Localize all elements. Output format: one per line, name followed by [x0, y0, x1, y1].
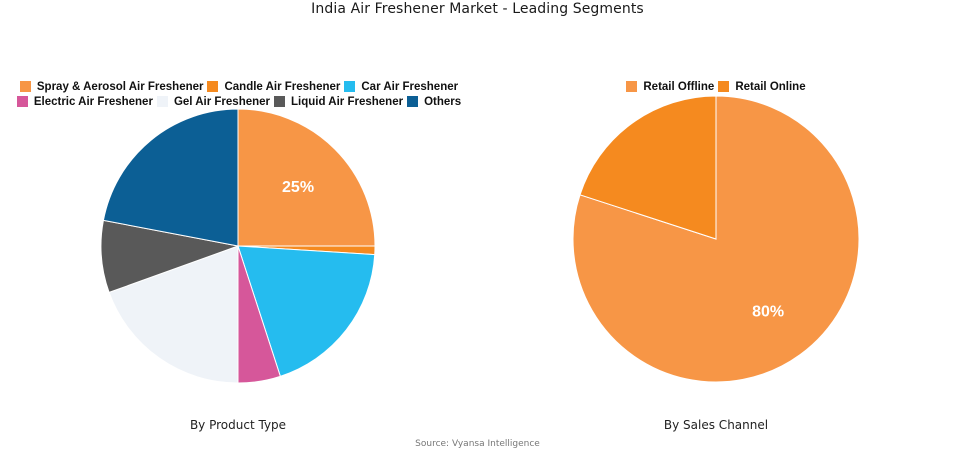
legend-label: Retail Online [735, 80, 806, 93]
legend-swatch [344, 81, 356, 92]
legend-swatch [19, 81, 31, 92]
legend-item-retail-offline[interactable]: Retail Offline [626, 81, 714, 93]
source-note: Source: Vyansa Intelligence [415, 439, 540, 449]
legend-swatch [16, 96, 28, 107]
legend-swatch [156, 96, 168, 107]
legend-label: Gel Air Freshener [173, 95, 271, 108]
pie-slice-spray-and-aerosol-air-freshener[interactable] [237, 108, 376, 247]
pie-slice-car-air-freshener[interactable] [237, 245, 376, 377]
legend-label: Electric Air Freshener [33, 95, 153, 108]
pie-slice-others[interactable] [102, 108, 239, 247]
legend-label: Candle Air Freshener [224, 80, 341, 93]
slice-data-label: 25% [282, 179, 314, 196]
legend-sales-channel: Retail Offline Retail Online [566, 79, 866, 94]
legend-item-retail-online[interactable]: Retail Online [718, 80, 806, 93]
chart-title: India Air Freshener Market - Leading Seg… [311, 1, 644, 17]
legend-swatch [626, 81, 638, 92]
legend-swatch [407, 96, 419, 107]
pie-slice-retail-online[interactable] [579, 95, 717, 240]
legend-item-liquid-air-freshener[interactable]: Liquid Air Freshener [274, 96, 403, 108]
legend-label: Car Air Freshener [361, 80, 459, 93]
legend-item-car-air-freshener[interactable]: Car Air Freshener [344, 81, 458, 93]
legend-item-electric-air-freshener[interactable]: Electric Air Freshener [16, 95, 153, 108]
legend-item-candle-air-freshener[interactable]: Candle Air Freshener [207, 81, 340, 93]
subtitle-product-type: By Product Type [189, 418, 287, 432]
pie-chart-sales-channel: 80% [572, 95, 860, 383]
legend-item-spray-and-aerosol-air-freshener[interactable]: Spray & Aerosol Air Freshener [19, 80, 204, 93]
legend-item-gel-air-freshener[interactable]: Gel Air Freshener [156, 95, 271, 108]
legend-label: Others [424, 95, 462, 108]
pie-slice-gel-air-freshener[interactable] [108, 245, 239, 384]
legend-item-others[interactable]: Others [407, 96, 461, 108]
legend-label: Spray & Aerosol Air Freshener [36, 80, 204, 93]
legend-swatch [207, 81, 219, 92]
legend-product-type: Spray & Aerosol Air Freshener Candle Air … [0, 79, 478, 109]
legend-label: Liquid Air Freshener [291, 95, 404, 108]
slice-data-label: 80% [752, 304, 784, 321]
subtitle-sales-channel: By Sales Channel [663, 418, 769, 432]
legend-swatch [274, 96, 286, 107]
legend-label: Retail Offline [643, 80, 715, 93]
legend-swatch [718, 81, 730, 92]
pie-chart-product-type: 25% [100, 108, 376, 384]
